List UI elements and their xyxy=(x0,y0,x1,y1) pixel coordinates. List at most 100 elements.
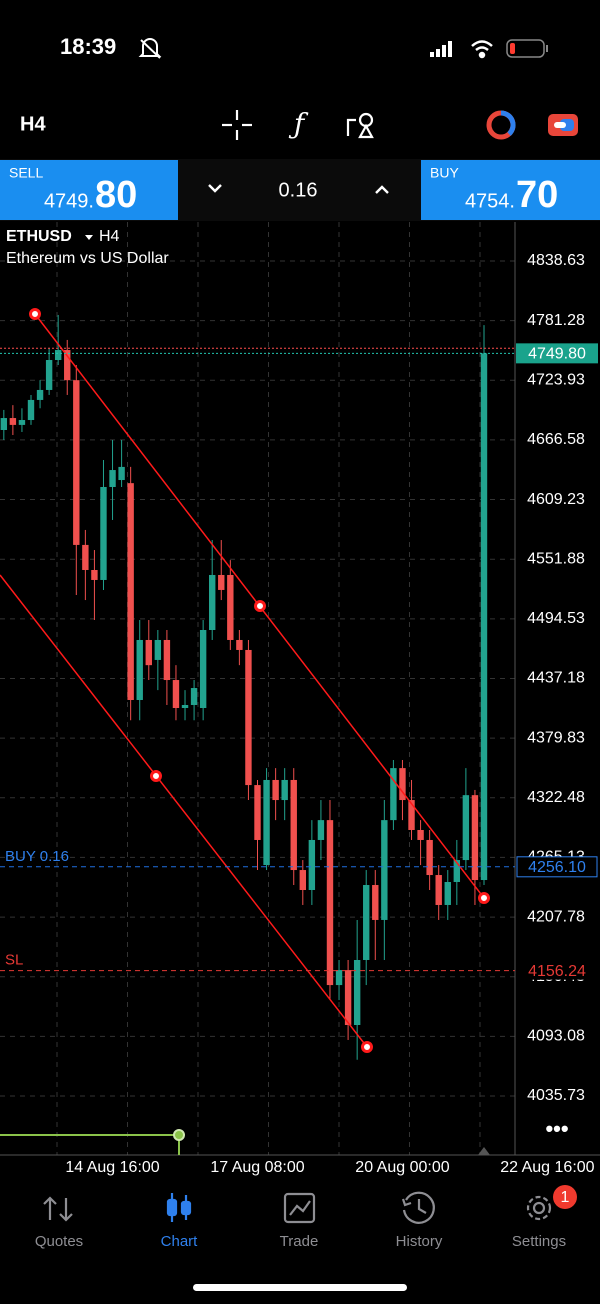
buy-label: BUY xyxy=(430,165,459,181)
indicator-line xyxy=(0,1129,185,1155)
candle-body xyxy=(127,483,134,700)
y-tick-label: 4379.83 xyxy=(527,729,585,746)
x-tick-label: 20 Aug 00:00 xyxy=(355,1159,449,1176)
x-tick-label: 14 Aug 16:00 xyxy=(65,1159,159,1176)
symbol-dropdown[interactable] xyxy=(85,235,93,240)
candle-body xyxy=(9,418,17,425)
y-tick-label: 4437.18 xyxy=(527,670,585,687)
timeframe-button[interactable]: H4 xyxy=(20,113,46,135)
candle-body xyxy=(91,569,98,580)
signal-icon xyxy=(430,41,452,57)
sell-button[interactable] xyxy=(0,160,178,220)
symbol-description: Ethereum vs US Dollar xyxy=(6,250,169,267)
candle-body xyxy=(236,639,243,650)
candle-body xyxy=(245,649,252,786)
tab-label: Trade xyxy=(280,1233,319,1250)
candle-body xyxy=(218,574,225,590)
candle-body xyxy=(344,970,352,1025)
indicators-button[interactable]: ƒ xyxy=(288,108,309,141)
candle-body xyxy=(0,418,8,431)
volume-down-button[interactable] xyxy=(208,184,222,193)
buy-button[interactable] xyxy=(421,160,600,220)
tab-chart[interactable]: Chart xyxy=(161,1193,199,1250)
bid-tag xyxy=(516,343,598,364)
buy-price-fraction: 70 xyxy=(516,174,558,216)
candle-body xyxy=(154,639,162,660)
candles xyxy=(0,314,488,1060)
candle-body xyxy=(82,544,89,570)
wifi-icon xyxy=(471,40,493,59)
sl-tag-label: 4156.24 xyxy=(528,963,586,980)
candle-body xyxy=(308,839,316,891)
candle-body xyxy=(136,639,143,700)
y-tick-label: 4723.93 xyxy=(527,371,585,388)
order-label: BUY 0.16 xyxy=(5,848,69,865)
y-tick-label: 4093.08 xyxy=(527,1028,585,1045)
tab-settings[interactable]: Settings xyxy=(512,1195,566,1250)
badge-count: 1 xyxy=(561,1189,570,1206)
tab-label: Quotes xyxy=(35,1233,83,1250)
candle-body xyxy=(426,839,433,876)
objects-button[interactable] xyxy=(346,112,374,139)
volume-value[interactable]: 0.16 xyxy=(279,179,318,201)
y-tick-label: 4494.53 xyxy=(527,610,585,627)
price-lines: 4749.80 BUY 0.16 4256.10 SL 4156.24 xyxy=(0,343,598,980)
y-tick-label: 4551.88 xyxy=(527,550,585,567)
candle-body xyxy=(27,399,35,421)
y-tick-label: 4035.73 xyxy=(527,1087,585,1104)
sl-tag xyxy=(517,960,597,980)
candle-body xyxy=(480,353,488,881)
order-tag-label: 4256.10 xyxy=(528,859,586,876)
candle-body xyxy=(326,820,334,986)
grid: 4838.63 4781.28 4723.93 4666.58 4609.23 4551.… xyxy=(0,222,585,1155)
candle-body xyxy=(254,785,261,840)
sell-label: SELL xyxy=(9,165,43,181)
y-tick-label: 4609.23 xyxy=(527,491,585,508)
candle-body xyxy=(353,959,361,1025)
battery-icon xyxy=(506,39,548,58)
tab-history[interactable]: History xyxy=(396,1191,443,1250)
sell-price-main: 4749. xyxy=(44,190,94,212)
shift-marker xyxy=(478,1147,490,1155)
volume-up-button[interactable] xyxy=(375,185,389,194)
tab-trade[interactable]: Trade xyxy=(280,1192,319,1250)
trading-signals-button[interactable] xyxy=(486,110,516,140)
y-tick-label: 4207.78 xyxy=(527,908,585,925)
tab-label: Chart xyxy=(161,1233,199,1250)
mute-icon xyxy=(138,38,162,59)
sell-price-fraction: 80 xyxy=(95,174,137,216)
candle-body xyxy=(399,768,406,801)
channel[interactable] xyxy=(0,308,490,1053)
tab-quotes[interactable]: Quotes xyxy=(35,1196,83,1250)
status-time: 18:39 xyxy=(60,34,116,59)
candle-body xyxy=(54,350,62,361)
order-tag xyxy=(516,856,598,878)
chart-timeframe: H4 xyxy=(99,228,120,245)
candle-body xyxy=(272,779,279,801)
candle-body xyxy=(408,800,415,830)
one-click-button[interactable] xyxy=(548,114,578,136)
y-tick-label: 4666.58 xyxy=(527,431,585,448)
candle-body xyxy=(462,795,470,861)
candle-body xyxy=(199,629,207,709)
candle-body xyxy=(36,389,44,400)
candle-body xyxy=(363,885,370,960)
y-tick-label: 4322.48 xyxy=(527,789,585,806)
crosshair-button[interactable] xyxy=(222,110,252,140)
candle-body xyxy=(209,574,216,630)
candle-body xyxy=(372,885,379,920)
badge xyxy=(553,1185,577,1209)
sl-label: SL xyxy=(5,952,23,969)
candle-body xyxy=(335,970,343,986)
candle-body xyxy=(299,870,306,891)
more-button[interactable]: ••• xyxy=(545,1116,568,1141)
candle-body xyxy=(471,795,479,881)
x-tick-label: 22 Aug 16:00 xyxy=(500,1159,594,1176)
candle-body xyxy=(390,768,397,821)
candle-body xyxy=(109,470,116,487)
buy-price-main: 4754. xyxy=(465,190,515,212)
x-tick-label: 17 Aug 08:00 xyxy=(210,1159,304,1176)
candle-body xyxy=(163,639,171,681)
